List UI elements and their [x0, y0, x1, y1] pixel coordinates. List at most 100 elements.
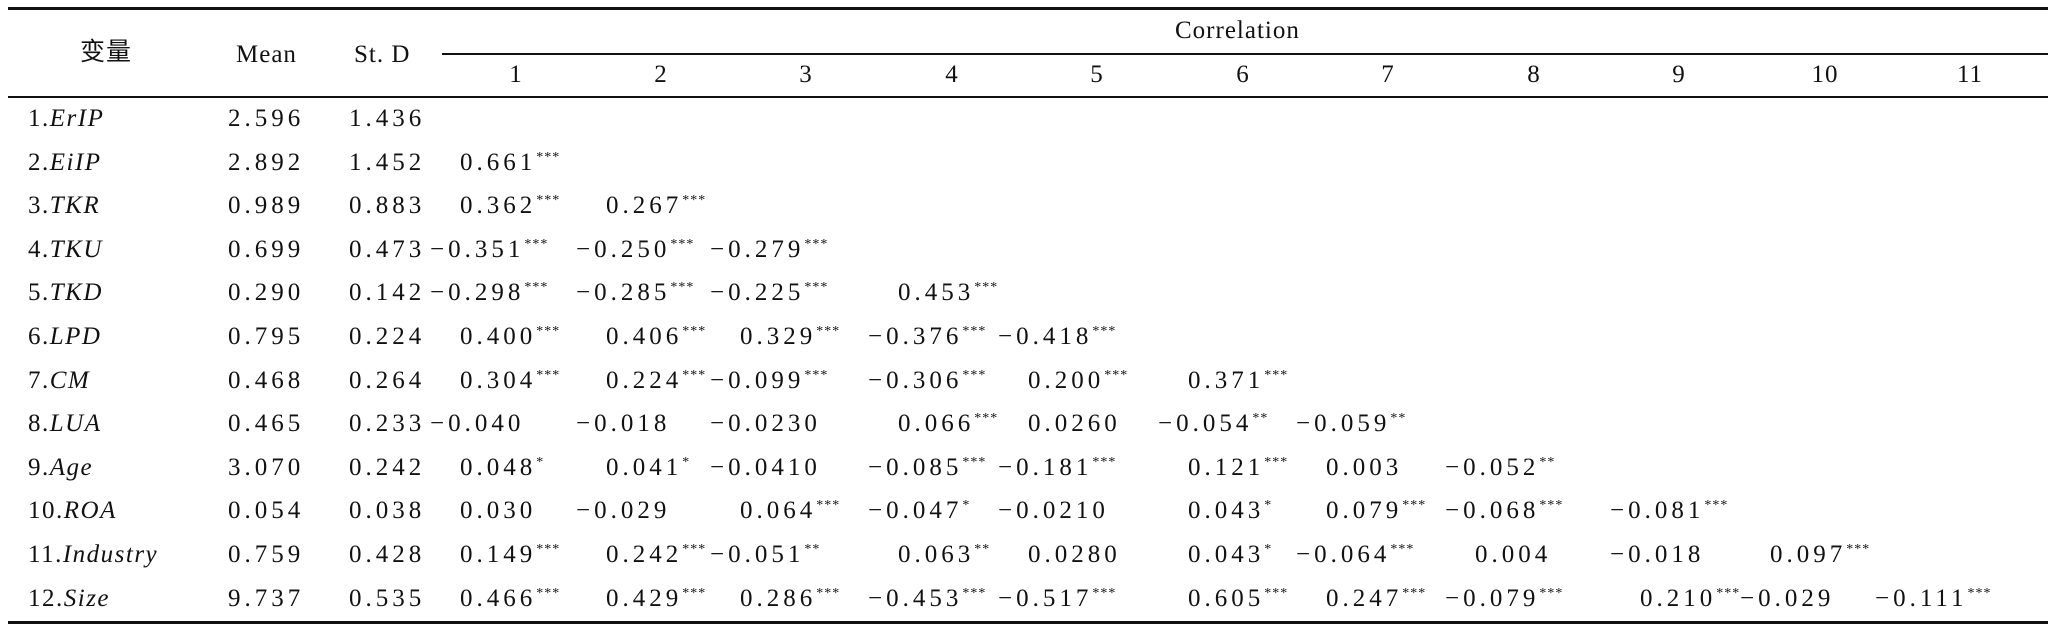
sd-value: 0.142: [349, 279, 426, 307]
correlation-value: 0.097: [1770, 541, 1847, 568]
significance-stars: ***: [536, 149, 561, 165]
correlation-value: −0.225: [710, 279, 805, 307]
column-header-11: 11: [1956, 61, 1984, 88]
correlation-cell: −0.285***: [576, 280, 694, 305]
mean-value: 0.054: [228, 497, 305, 525]
sd-value: 0.883: [349, 192, 426, 220]
variable-number: 3.: [28, 192, 50, 220]
correlation-cell: −0.453***: [868, 586, 986, 611]
correlation-value: 0.043: [1188, 541, 1265, 568]
correlation-cell: −0.279***: [710, 237, 828, 262]
correlation-value: −0.111: [1875, 584, 1968, 612]
variable-name: Age: [49, 453, 94, 481]
variable-number: 11.: [28, 541, 63, 568]
correlation-value: −0.0230: [710, 410, 821, 438]
correlation-cell: 0.429***: [606, 586, 706, 611]
correlation-value: 0.661: [460, 148, 537, 176]
correlation-cell: −0.085***: [868, 455, 986, 480]
correlation-value: 0.048: [460, 453, 537, 481]
header-mean: Mean: [236, 41, 297, 68]
correlation-cell: −0.029: [576, 498, 670, 523]
correlation-cell: 0.267***: [606, 193, 706, 218]
significance-stars: ***: [974, 280, 999, 296]
correlation-cell: 0.304***: [460, 368, 560, 393]
correlation-cell: 0.079***: [1326, 498, 1426, 523]
variable-label: 3.TKR: [28, 193, 100, 218]
correlation-cell: −0.351***: [430, 237, 548, 262]
correlation-value: 0.063: [898, 541, 975, 568]
sd-value: 0.224: [349, 323, 426, 350]
sd-value: 0.473: [349, 235, 426, 263]
variable-number: 5.: [28, 279, 50, 307]
correlation-value: 0.079: [1326, 497, 1403, 525]
correlation-value: 0.329: [740, 323, 817, 350]
mean-value: 3.070: [228, 453, 305, 481]
correlation-value: 0.066: [898, 410, 975, 438]
correlation-value: 0.0260: [1028, 410, 1121, 438]
correlation-value: −0.029: [1740, 584, 1835, 612]
significance-stars: *: [962, 498, 971, 514]
significance-stars: ***: [1402, 498, 1427, 514]
correlation-cell: 0.661***: [460, 150, 560, 175]
variable-number: 6.: [28, 323, 50, 350]
correlation-value: 0.041: [606, 453, 683, 481]
variable-name: LPD: [49, 323, 102, 350]
correlation-value: −0.059: [1296, 410, 1391, 438]
correlation-cell: −0.0210: [998, 498, 1109, 523]
correlation-cell: 0.030: [460, 498, 536, 523]
significance-stars: ***: [682, 193, 707, 209]
correlation-value: −0.376: [868, 323, 963, 350]
correlation-cell: 0.043*: [1188, 498, 1272, 523]
correlation-cell: −0.051**: [710, 542, 820, 567]
correlation-cell: 0.064***: [740, 498, 840, 523]
header-sd: St. D: [354, 41, 411, 68]
correlation-value: 0.030: [460, 497, 537, 525]
significance-stars: ***: [524, 236, 549, 252]
significance-stars: **: [804, 542, 821, 557]
variable-label: 10.ROA: [28, 498, 117, 523]
significance-stars: ***: [682, 585, 707, 601]
correlation-value: −0.064: [1296, 541, 1391, 568]
significance-stars: ***: [1846, 542, 1871, 557]
correlation-cell: 0.329***: [740, 324, 840, 349]
correlation-value: 0.400: [460, 323, 537, 350]
correlation-value: −0.453: [868, 584, 963, 612]
variable-name: EiIP: [49, 148, 102, 176]
significance-stars: ***: [804, 367, 829, 383]
correlation-value: 0.466: [460, 584, 537, 612]
significance-stars: ***: [682, 542, 707, 557]
significance-stars: ***: [804, 236, 829, 252]
correlation-value: 0.362: [460, 192, 537, 220]
correlation-cell: −0.081***: [1610, 498, 1728, 523]
significance-stars: ***: [536, 324, 561, 339]
correlation-value: −0.0410: [710, 453, 821, 481]
correlation-value: 0.064: [740, 497, 817, 525]
significance-stars: ***: [1716, 585, 1741, 601]
correlation-cell: −0.111***: [1875, 586, 1992, 611]
correlation-cell: −0.068***: [1445, 498, 1563, 523]
correlation-cell: 0.121***: [1188, 455, 1288, 480]
significance-stars: **: [1252, 411, 1269, 427]
significance-stars: ***: [1264, 585, 1289, 601]
variable-name: TKR: [49, 192, 101, 220]
variable-label: 12.Size: [28, 586, 110, 611]
sd-value: 0.535: [349, 584, 426, 612]
column-header-6: 6: [1236, 61, 1250, 88]
significance-stars: ***: [1704, 498, 1729, 514]
significance-stars: ***: [962, 585, 987, 601]
significance-stars: **: [1390, 411, 1407, 427]
mean-value: 0.759: [228, 541, 305, 568]
column-header-10: 10: [1811, 61, 1839, 88]
variable-label: 9.Age: [28, 455, 93, 480]
significance-stars: ***: [1402, 585, 1427, 601]
correlation-value: −0.285: [576, 279, 671, 307]
correlation-cell: 0.286***: [740, 586, 840, 611]
significance-stars: ***: [1967, 585, 1992, 601]
significance-stars: ***: [804, 280, 829, 296]
correlation-value: −0.018: [1610, 541, 1705, 568]
variable-name: Size: [63, 584, 111, 612]
correlation-cell: 0.0260: [1028, 411, 1121, 436]
correlation-cell: −0.298***: [430, 280, 548, 305]
correlation-value: −0.181: [998, 453, 1093, 481]
correlation-cell: −0.064***: [1296, 542, 1414, 567]
